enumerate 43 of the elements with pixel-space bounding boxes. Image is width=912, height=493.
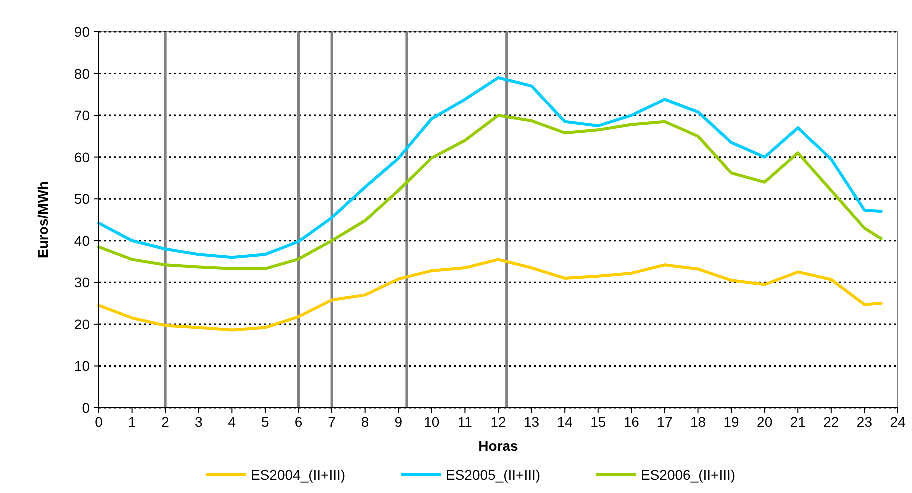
x-axis-title: Horas (478, 438, 519, 454)
x-tick-label: 12 (490, 414, 506, 430)
x-tick-label: 16 (624, 414, 640, 430)
x-tick-label: 10 (424, 414, 440, 430)
x-tick-label: 8 (361, 414, 370, 430)
x-tick-label: 3 (194, 414, 203, 430)
x-tick-label: 19 (724, 414, 740, 430)
legend-label: ES2005_(II+III) (446, 467, 541, 483)
x-tick-label: 18 (690, 414, 706, 430)
x-tick-label: 17 (657, 414, 673, 430)
y-tick-label: 80 (74, 66, 90, 82)
x-tick-label: 24 (890, 414, 906, 430)
x-tick-label: 9 (394, 414, 403, 430)
x-tick-label: 6 (294, 414, 303, 430)
y-tick-label: 90 (74, 24, 90, 40)
x-tick-label: 1 (128, 414, 136, 430)
y-tick-label: 0 (82, 400, 90, 416)
x-tick-label: 5 (262, 414, 270, 430)
legend-label: ES2006_(II+III) (641, 467, 736, 483)
y-tick-label: 70 (74, 108, 90, 124)
line-series (98, 114, 883, 270)
y-tick-label: 40 (74, 232, 90, 249)
line-series (98, 258, 883, 332)
x-tick-label: 4 (228, 414, 236, 430)
y-tick-label: 20 (74, 316, 90, 332)
y-axis-title: Euros/MWh (35, 182, 51, 258)
x-tick-label: 14 (557, 414, 574, 430)
y-tick-label: 60 (74, 149, 90, 166)
line-series (98, 76, 883, 260)
x-tick-label: 0 (95, 414, 104, 430)
x-tick-label: 11 (458, 414, 473, 430)
y-tick-label: 10 (74, 358, 90, 374)
x-tick-label: 7 (328, 414, 336, 430)
x-tick-label: 2 (162, 414, 170, 430)
x-tick-label: 23 (856, 414, 873, 430)
y-tick-label: 30 (74, 274, 90, 291)
x-tick-label: 22 (824, 414, 840, 430)
x-tick-label: 15 (590, 414, 606, 430)
x-tick-label: 20 (757, 414, 773, 430)
y-tick-label: 50 (74, 191, 90, 208)
x-tick-label: 21 (790, 414, 806, 430)
x-tick-label: 13 (524, 414, 540, 430)
legend-label: ES2004_(II+III) (251, 467, 346, 483)
